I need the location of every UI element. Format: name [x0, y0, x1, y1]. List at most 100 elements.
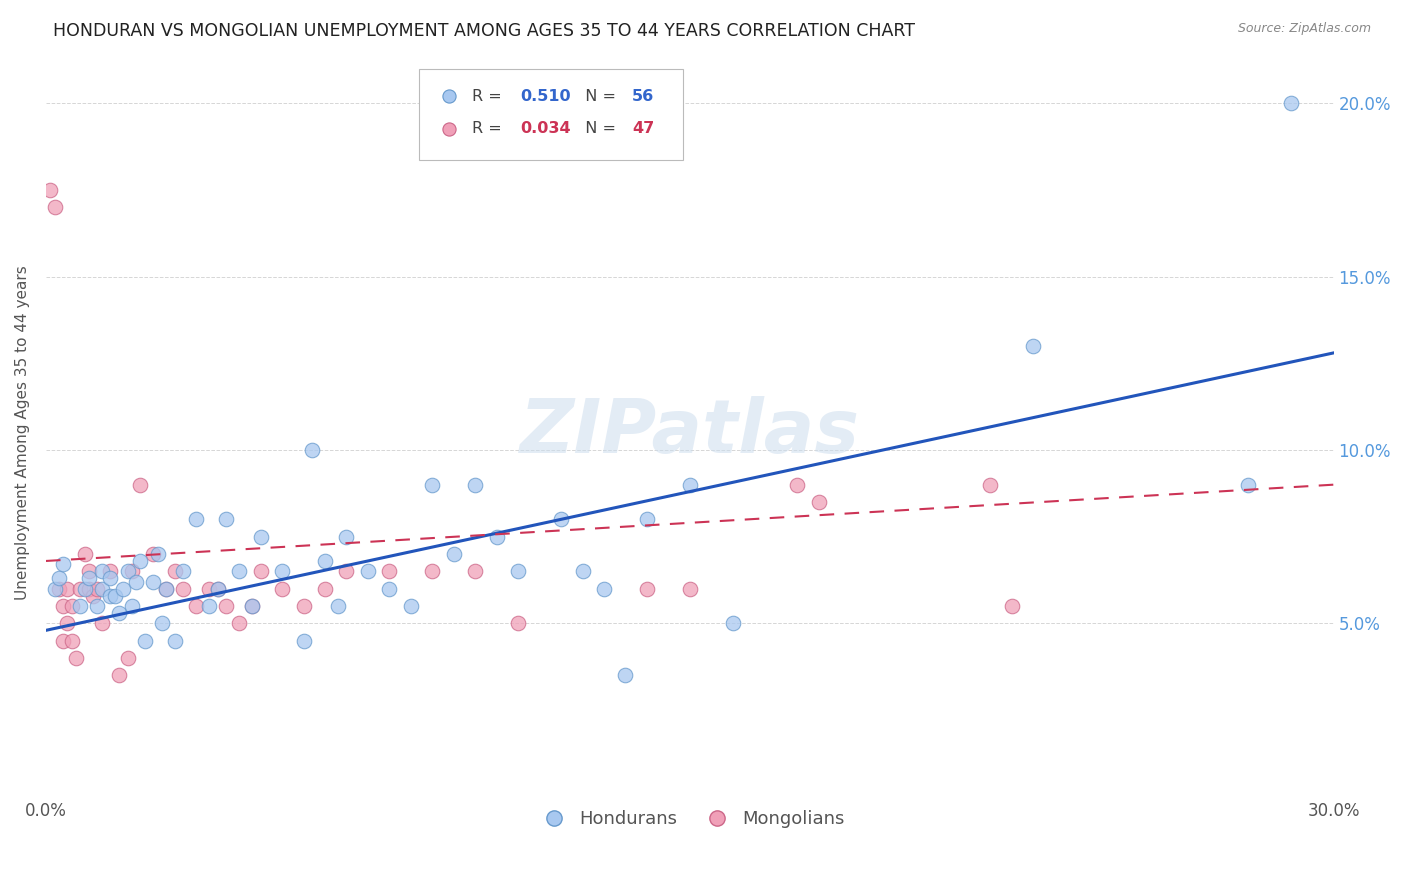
Point [636, 512, 658, 526]
Point [207, 582, 229, 596]
Point [357, 565, 380, 579]
Point [98, 571, 121, 585]
Point [60, 633, 83, 648]
Point [443, 547, 465, 561]
Point [163, 565, 186, 579]
Point [60, 599, 83, 613]
Text: 47: 47 [631, 121, 654, 136]
Point [90, 582, 112, 596]
Point [550, 512, 572, 526]
Point [301, 442, 323, 457]
Point [98, 565, 121, 579]
Point [614, 668, 637, 682]
Point [271, 565, 294, 579]
Point [86, 599, 108, 613]
Point [56, 582, 79, 596]
Point [786, 477, 808, 491]
Point [378, 565, 401, 579]
Point [129, 477, 152, 491]
Point [1236, 477, 1258, 491]
Point [142, 574, 165, 589]
Point [129, 554, 152, 568]
Point [292, 633, 315, 648]
Point [77, 565, 100, 579]
Point [335, 530, 357, 544]
FancyBboxPatch shape [419, 69, 683, 160]
Point [52, 599, 75, 613]
Point [249, 530, 271, 544]
Point [464, 477, 486, 491]
Point [1279, 96, 1302, 111]
Point [82, 589, 104, 603]
Point [134, 633, 156, 648]
Point [207, 582, 229, 596]
Point [117, 565, 139, 579]
Point [69, 599, 91, 613]
Point [112, 582, 135, 596]
Point [108, 668, 131, 682]
Text: R =: R = [472, 88, 508, 103]
Point [679, 477, 702, 491]
Point [172, 582, 194, 596]
Point [44, 582, 66, 596]
Point [314, 554, 336, 568]
Point [146, 547, 169, 561]
Point [399, 599, 422, 613]
Point [979, 477, 1001, 491]
Point [228, 565, 250, 579]
Text: 56: 56 [631, 88, 654, 103]
Point [56, 616, 79, 631]
Point [679, 582, 702, 596]
Text: N =: N = [575, 121, 621, 136]
Point [198, 599, 221, 613]
Text: N =: N = [575, 88, 621, 103]
Point [90, 565, 112, 579]
Text: 0.510: 0.510 [520, 88, 571, 103]
Point [636, 582, 658, 596]
Point [52, 633, 75, 648]
Point [77, 582, 100, 596]
Point [69, 582, 91, 596]
Point [228, 616, 250, 631]
Point [186, 599, 208, 613]
Point [155, 582, 177, 596]
Text: ZIPatlas: ZIPatlas [520, 396, 860, 469]
Point [1001, 599, 1024, 613]
Point [172, 565, 194, 579]
Point [117, 651, 139, 665]
Point [378, 582, 401, 596]
Point [571, 565, 593, 579]
Point [48, 582, 70, 596]
Point [215, 512, 238, 526]
Point [593, 582, 616, 596]
Point [292, 599, 315, 613]
Point [150, 616, 173, 631]
Point [420, 477, 443, 491]
Point [508, 616, 530, 631]
Point [65, 651, 87, 665]
Point [215, 599, 238, 613]
Point [98, 589, 121, 603]
Point [163, 633, 186, 648]
Point [485, 530, 508, 544]
Point [1022, 339, 1045, 353]
Point [121, 565, 143, 579]
Text: HONDURAN VS MONGOLIAN UNEMPLOYMENT AMONG AGES 35 TO 44 YEARS CORRELATION CHART: HONDURAN VS MONGOLIAN UNEMPLOYMENT AMONG… [53, 22, 915, 40]
Point [721, 616, 744, 631]
Text: R =: R = [472, 121, 508, 136]
Point [125, 574, 148, 589]
Point [48, 571, 70, 585]
Text: 0.034: 0.034 [520, 121, 571, 136]
Text: Source: ZipAtlas.com: Source: ZipAtlas.com [1237, 22, 1371, 36]
Point [77, 571, 100, 585]
Point [90, 616, 112, 631]
Point [326, 599, 349, 613]
Point [73, 582, 96, 596]
Point [464, 565, 486, 579]
Point [186, 512, 208, 526]
Point [73, 547, 96, 561]
Point [807, 495, 830, 509]
Point [104, 589, 127, 603]
Point [86, 582, 108, 596]
Point [155, 582, 177, 596]
